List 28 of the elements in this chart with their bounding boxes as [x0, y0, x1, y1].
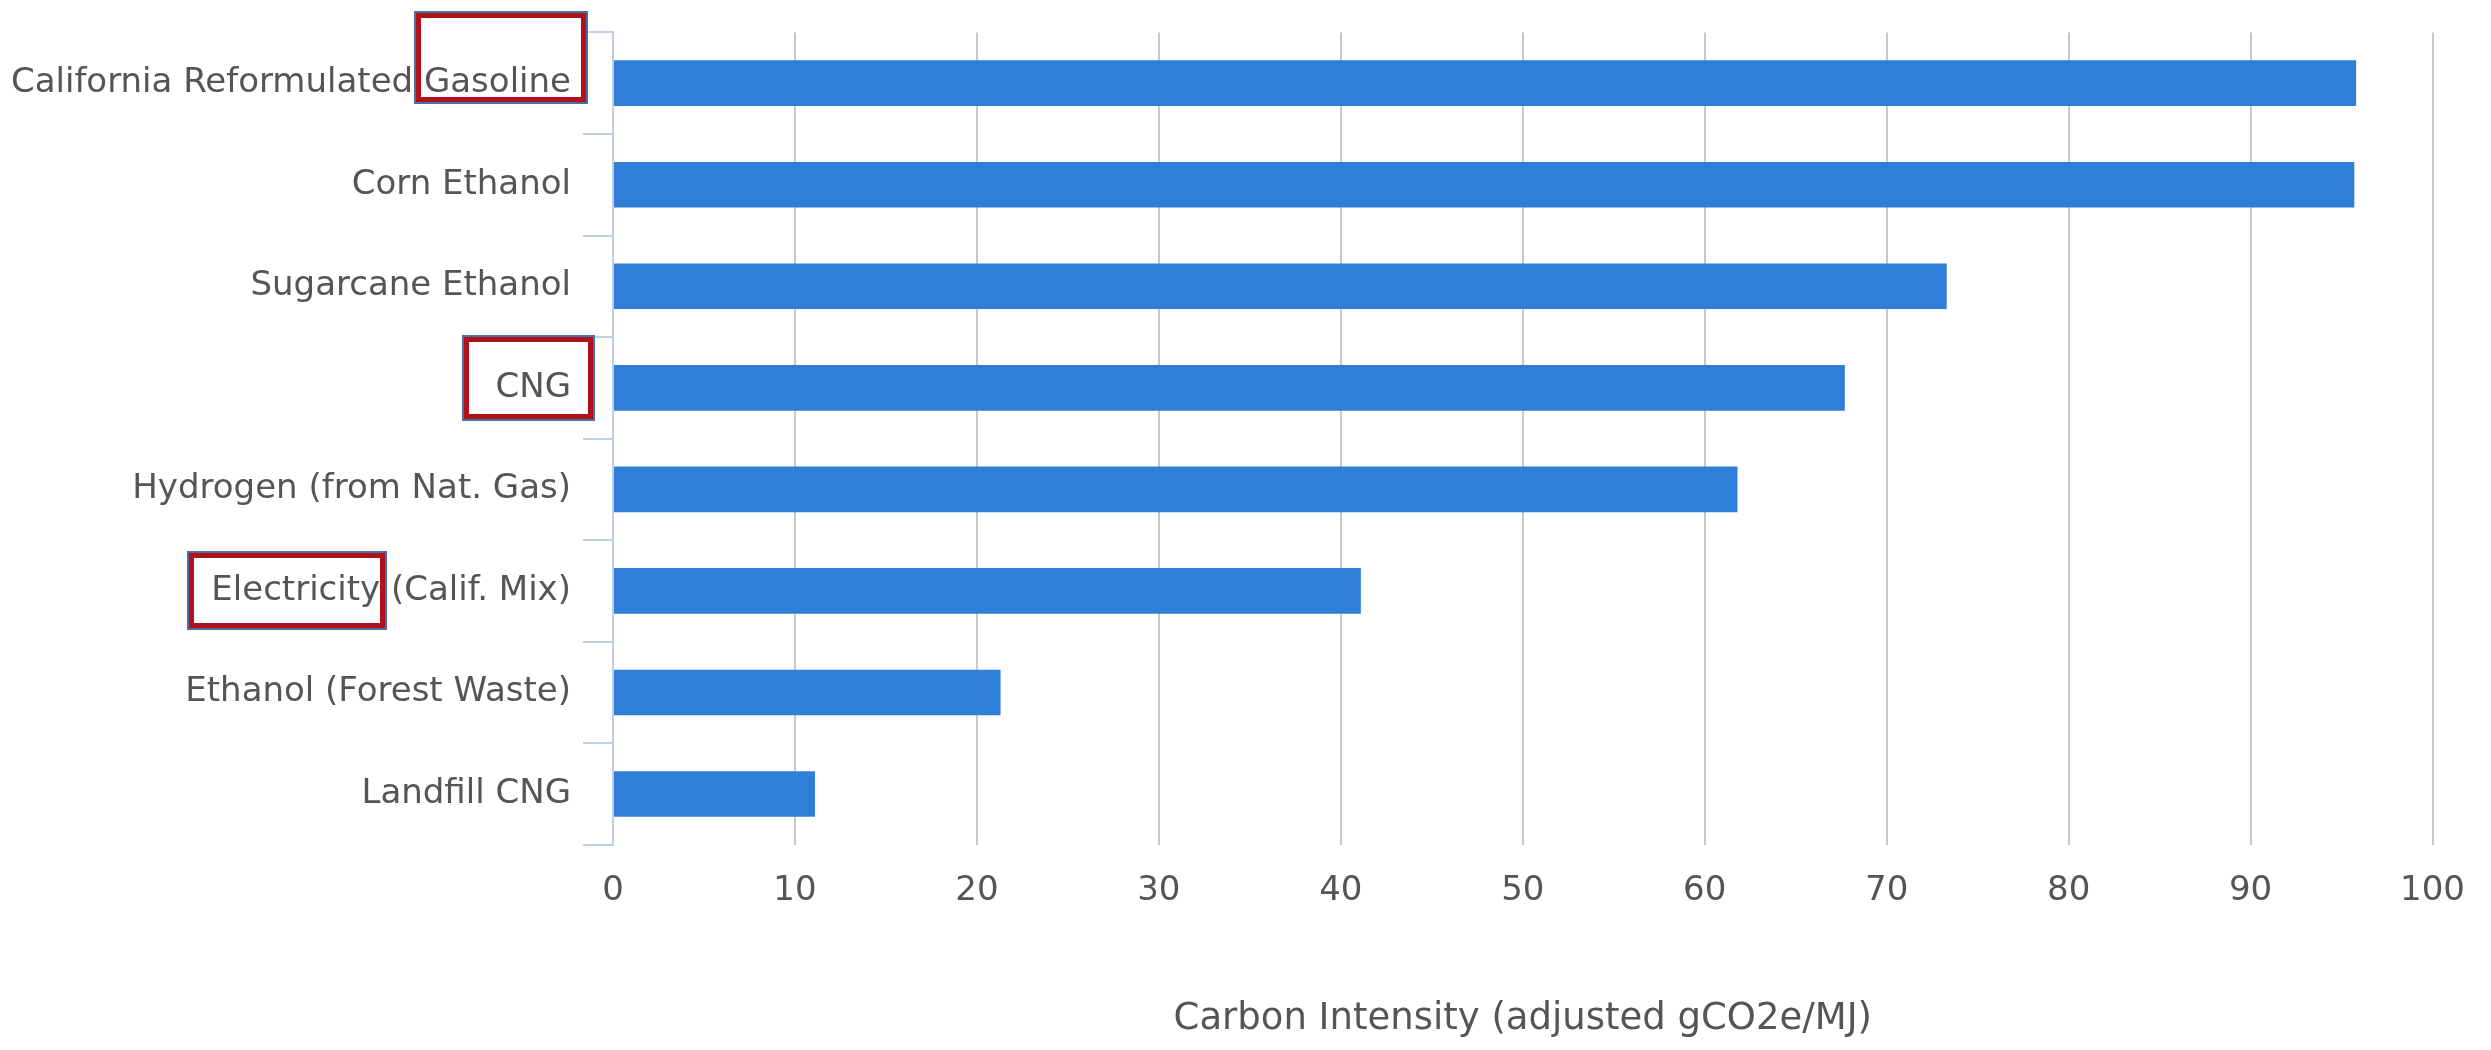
y-tick-label: Hydrogen (from Nat. Gas)	[132, 466, 571, 507]
bar	[614, 161, 2355, 208]
bar	[614, 568, 1361, 614]
x-tick-label: 40	[1319, 868, 1363, 909]
bar	[614, 669, 1001, 716]
y-tick-label: Ethanol (Forest Waste)	[185, 669, 571, 710]
bar	[614, 364, 1845, 411]
bar	[614, 771, 815, 817]
y-tick-label: Landfill CNG	[361, 770, 571, 811]
x-tick-label: 80	[2047, 868, 2091, 909]
x-tick-label: 60	[1683, 868, 1727, 909]
x-axis-title: Carbon Intensity (adjusted gCO2e/MJ)	[1173, 995, 1873, 1039]
bar	[614, 466, 1738, 513]
x-tick-label: 30	[1137, 868, 1181, 909]
bar	[614, 263, 1947, 310]
y-tick-label: Electricity (Calif. Mix)	[211, 567, 571, 608]
y-tick-label: California Reformulated Gasoline	[10, 60, 571, 100]
x-tick-label: 100	[2400, 868, 2466, 909]
y-tick-label: Sugarcane Ethanol	[250, 263, 571, 304]
y-tick-label: CNG	[495, 364, 571, 405]
bar	[614, 60, 2357, 107]
x-tick-label: 0	[602, 868, 624, 909]
y-tick-label: Corn Ethanol	[351, 161, 571, 202]
x-tick-label: 90	[2228, 868, 2273, 909]
x-tick-label: 10	[773, 868, 817, 909]
x-tick-label: 70	[1865, 868, 1909, 909]
x-tick-label: 50	[1501, 868, 1545, 909]
x-tick-label: 20	[955, 868, 999, 909]
